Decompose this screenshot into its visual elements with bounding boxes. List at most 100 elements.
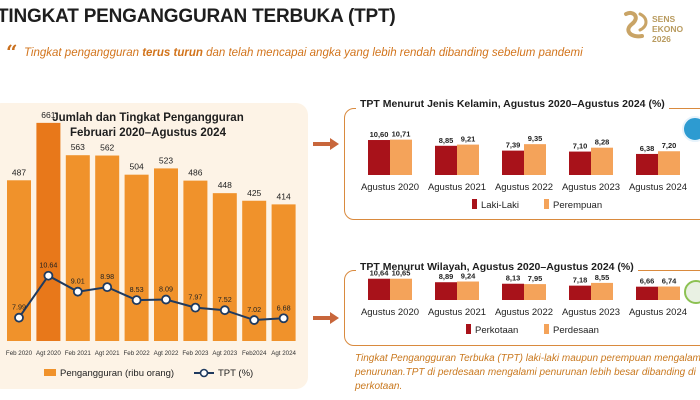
female-bar-label: 7,20 xyxy=(662,141,677,150)
tpt-point-label: 8.53 xyxy=(130,285,144,294)
unemployment-bar xyxy=(95,155,120,341)
subtitle-emphasis: terus turun xyxy=(142,47,203,59)
female-bar xyxy=(457,144,479,175)
x-tick-label: Feb 2021 xyxy=(65,350,92,357)
male-legend-swatch xyxy=(472,199,477,209)
x-tick-label: Agustus 2020 xyxy=(361,307,419,318)
urban-bar-label: 7,18 xyxy=(573,276,588,285)
unemployment-bar xyxy=(212,193,237,341)
quote-icon: “ xyxy=(6,40,18,64)
female-bar xyxy=(390,139,412,175)
x-tick-label: Agustus 2022 xyxy=(495,182,553,193)
urban-bar-label: 8,13 xyxy=(506,274,521,283)
unemployment-bar-label: 448 xyxy=(218,180,232,190)
x-tick-label: Agt 2023 xyxy=(212,350,237,357)
unemployment-bar-label: 523 xyxy=(159,155,173,165)
tpt-point-label: 10.64 xyxy=(39,261,57,270)
gender-chart-title: TPT Menurut Jenis Kelamin, Agustus 2020–… xyxy=(356,98,669,110)
rural-legend-label: Perdesaan xyxy=(553,325,599,336)
rural-bar-label: 8,55 xyxy=(595,273,610,282)
male-bar xyxy=(636,153,658,175)
unemployment-bar-label: 486 xyxy=(188,168,202,178)
rural-bar xyxy=(390,278,412,300)
female-bar-label: 8,28 xyxy=(595,138,610,147)
tpt-point xyxy=(102,282,113,293)
x-tick-label: Agt 2022 xyxy=(154,350,179,357)
unemployment-bar-label: 562 xyxy=(100,143,114,153)
logo-text: SENS EKONO 2026 xyxy=(652,14,683,44)
subtitle-part1: Tingkat pengangguran xyxy=(24,47,143,59)
subtitle: Tingkat pengangguran terus turun dan tel… xyxy=(24,47,583,59)
rural-bar xyxy=(457,281,479,300)
unemployment-chart-title-line2: Februari 2020–Agustus 2024 xyxy=(70,127,226,139)
tpt-line xyxy=(18,274,284,322)
tpt-point-label: 8.98 xyxy=(100,272,114,281)
female-bar-label: 10,71 xyxy=(392,130,411,139)
tpt-point xyxy=(161,294,171,305)
logo-text-line1: SENS xyxy=(652,14,676,24)
x-tick-label: Agustus 2024 xyxy=(629,307,687,318)
x-tick-label: Agustus 2022 xyxy=(495,307,553,318)
female-bar xyxy=(658,151,680,175)
person-avatar-icon xyxy=(682,116,700,142)
tpt-point xyxy=(14,312,24,323)
arrow-right-icon xyxy=(313,138,339,150)
unemployment-bar xyxy=(36,122,61,342)
tpt-point xyxy=(131,295,142,306)
rural-bar-label: 7,95 xyxy=(528,274,543,283)
unemployment-chart-title: Jumlah dan Tingkat Pengangguran Februari… xyxy=(42,111,254,141)
tpt-point xyxy=(278,313,289,324)
unemployment-bar xyxy=(65,155,90,341)
tpt-point xyxy=(249,315,260,325)
legend-label-unemployment: Pengangguran (ribu orang) xyxy=(60,368,174,379)
x-tick-label: Feb 2022 xyxy=(124,350,151,357)
x-tick-label: Agustus 2021 xyxy=(428,182,486,193)
x-tick-label: Agustus 2021 xyxy=(428,307,486,318)
unemployment-bar-label: 563 xyxy=(71,142,85,152)
logo-text-line2: EKONO xyxy=(652,24,684,34)
male-bar xyxy=(368,140,390,175)
x-tick-label: Agustus 2023 xyxy=(562,307,620,318)
rural-bar-label: 9,24 xyxy=(461,272,476,281)
x-tick-label: Agt 2020 xyxy=(36,350,61,357)
urban-legend-label: Perkotaan xyxy=(475,325,518,336)
tpt-point xyxy=(219,305,230,316)
x-tick-label: Agt 2021 xyxy=(95,350,120,357)
urban-bar xyxy=(368,278,390,300)
footnote: Tingkat Pengangguran Terbuka (TPT) laki-… xyxy=(355,353,700,392)
female-bar-label: 9,21 xyxy=(461,135,476,144)
legend-marker-tpt xyxy=(199,368,209,378)
unemployment-bar-label: 661 xyxy=(41,110,55,120)
tpt-point xyxy=(43,270,54,281)
rural-bar xyxy=(524,284,546,300)
male-bar-label: 8,85 xyxy=(439,136,454,145)
tpt-point-label: 8.09 xyxy=(159,285,173,294)
arrow-right-icon xyxy=(313,312,339,324)
female-bar xyxy=(591,147,613,175)
urban-bar xyxy=(502,283,524,300)
legend-swatch-unemployment xyxy=(44,369,56,376)
logo-icon xyxy=(624,11,648,39)
male-bar-label: 7,10 xyxy=(573,142,588,151)
female-legend-swatch xyxy=(544,199,549,209)
tpt-point-label: 7.02 xyxy=(247,305,261,314)
tpt-point-label: 7.99 xyxy=(12,303,26,312)
female-legend-label: Perempuan xyxy=(553,200,602,211)
unemployment-bar-label: 487 xyxy=(12,167,26,177)
rural-bar-label: 6,74 xyxy=(662,277,677,286)
rural-legend-swatch xyxy=(544,324,549,334)
rural-bar-label: 10,65 xyxy=(392,269,411,278)
urban-bar xyxy=(435,282,457,300)
tpt-point-label: 7.52 xyxy=(218,295,232,304)
unemployment-bar xyxy=(183,180,208,341)
x-tick-label: Feb 2020 xyxy=(6,350,33,357)
unemployment-bar-label: 504 xyxy=(130,162,144,172)
unemployment-chart-title-line1: Jumlah dan Tingkat Pengangguran xyxy=(52,112,244,124)
x-tick-label: Agustus 2020 xyxy=(361,182,419,193)
legend-label-tpt: TPT (%) xyxy=(218,368,253,379)
page-title: TINGKAT PENGANGGURAN TERBUKA (TPT) xyxy=(0,6,396,27)
tpt-point xyxy=(72,286,83,297)
